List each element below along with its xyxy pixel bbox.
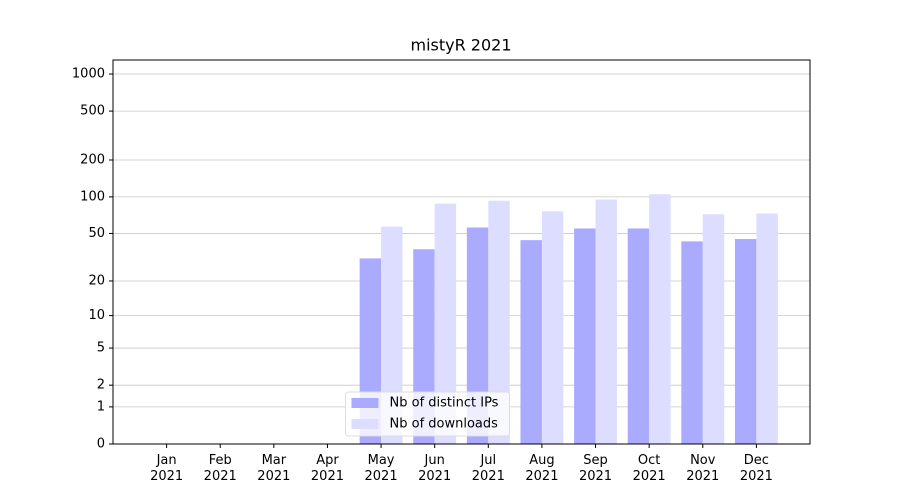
bar bbox=[381, 226, 403, 444]
bar bbox=[541, 211, 564, 444]
x-tick-label: Aug 2021 bbox=[525, 453, 559, 484]
y-tick-label: 0 bbox=[97, 437, 105, 452]
x-tick-label: Jul 2021 bbox=[471, 453, 505, 484]
y-tick-label: 10 bbox=[88, 308, 105, 323]
bar bbox=[574, 228, 596, 444]
legend-label: Nb of downloads bbox=[390, 417, 499, 432]
bar bbox=[595, 199, 617, 444]
bar bbox=[649, 194, 671, 444]
y-tick-label: 500 bbox=[80, 104, 105, 119]
x-tick-label: Jun 2021 bbox=[418, 453, 452, 484]
x-tick-label: Mar 2021 bbox=[257, 453, 291, 484]
legend-label: Nb of distinct IPs bbox=[390, 396, 499, 411]
legend-box bbox=[345, 391, 510, 437]
y-tick-label: 2 bbox=[97, 378, 105, 393]
legend-swatch bbox=[351, 419, 379, 429]
x-tick-label: Nov 2021 bbox=[686, 453, 720, 484]
x-tick-label: Jan 2021 bbox=[150, 453, 184, 484]
y-tick-label: 20 bbox=[88, 273, 105, 288]
y-tick-label: 5 bbox=[97, 341, 105, 356]
bar bbox=[488, 200, 510, 444]
bar bbox=[756, 213, 778, 444]
y-tick-label: 100 bbox=[80, 189, 105, 204]
bar bbox=[734, 238, 757, 444]
bar bbox=[520, 240, 542, 444]
x-tick-label: May 2021 bbox=[364, 453, 398, 484]
y-tick-label: 200 bbox=[80, 153, 105, 168]
bar bbox=[627, 228, 650, 444]
bar bbox=[466, 227, 489, 444]
bar bbox=[434, 203, 457, 444]
y-tick-label: 50 bbox=[88, 226, 105, 241]
bar bbox=[681, 241, 703, 444]
x-tick-label: Sep 2021 bbox=[578, 453, 613, 484]
y-tick-label: 1 bbox=[97, 399, 105, 414]
x-tick-label: Apr 2021 bbox=[310, 453, 344, 484]
bar bbox=[702, 214, 725, 444]
legend-swatch bbox=[351, 398, 379, 408]
y-tick-label: 1000 bbox=[72, 67, 105, 82]
x-tick-label: Dec 2021 bbox=[739, 453, 773, 484]
chart-title: mistyR 2021 bbox=[410, 36, 511, 55]
x-tick-label: Feb 2021 bbox=[203, 453, 237, 484]
x-tick-label: Oct 2021 bbox=[632, 453, 666, 484]
plot-frame bbox=[112, 59, 811, 445]
